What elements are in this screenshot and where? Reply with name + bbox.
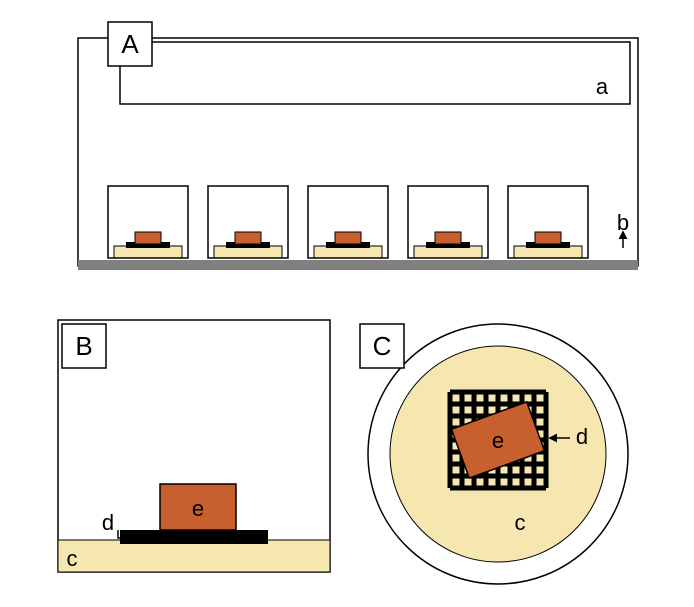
panel-a-sublabel-b: b — [617, 210, 629, 235]
panel-a-label: A — [121, 29, 139, 59]
panel-b-label: B — [75, 331, 92, 361]
panel-a-module — [108, 186, 188, 258]
panel-a-floor — [78, 260, 638, 270]
panel-b-medium — [58, 540, 330, 572]
module-sample — [335, 232, 361, 244]
panel-c-label: C — [373, 331, 392, 361]
panel-b-sublabel-c: c — [67, 546, 78, 571]
module-sample — [535, 232, 561, 244]
module-sample — [435, 232, 461, 244]
panel-a-sublabel-a: a — [596, 74, 609, 99]
module-sample — [235, 232, 261, 244]
panel-a-module — [208, 186, 288, 258]
panel-c-sublabel-d: d — [576, 424, 588, 449]
panel-b-plate — [120, 530, 268, 544]
panel-a-module — [408, 186, 488, 258]
panel-a: a b A — [78, 22, 638, 270]
panel-b: cd e B — [58, 320, 330, 572]
panel-a-inner-rect — [120, 42, 630, 104]
module-sample — [135, 232, 161, 244]
panel-c-sublabel-e: e — [492, 428, 504, 453]
panel-a-module — [508, 186, 588, 258]
panel-c: c e d C — [360, 324, 628, 584]
panel-b-sublabel-d: d — [102, 510, 114, 535]
panel-c-sublabel-c: c — [515, 510, 526, 535]
panel-b-sublabel-e: e — [192, 496, 204, 521]
panel-a-module — [308, 186, 388, 258]
